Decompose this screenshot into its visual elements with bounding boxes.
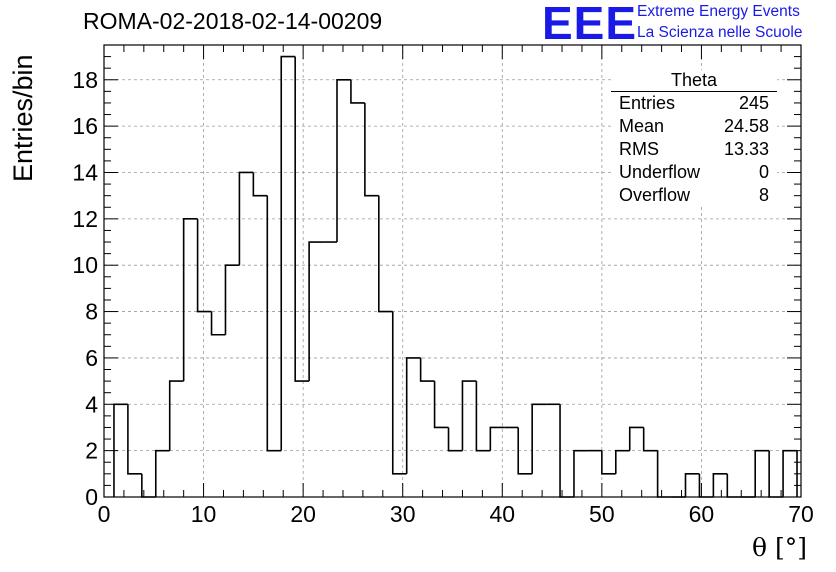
x-tick-label: 0 (98, 501, 111, 527)
histogram-bin (433, 381, 449, 429)
y-tick-label: 0 (85, 484, 98, 510)
x-tick-label: 50 (589, 501, 615, 527)
histogram-bin (127, 404, 142, 475)
histogram-bin (336, 78, 351, 243)
eee-logo-mark: EEE (542, 0, 638, 49)
stats-value: 8 (758, 185, 769, 205)
histogram-bin (266, 195, 282, 452)
histogram-bin (210, 311, 226, 336)
histogram-bin (601, 450, 616, 475)
histogram-bin (656, 450, 672, 498)
histogram-bin (391, 311, 407, 475)
histogram-bin (684, 473, 700, 497)
stats-label: RMS (619, 139, 659, 159)
stats-value: 24.58 (723, 116, 769, 136)
y-tick-label: 16 (72, 113, 98, 139)
x-tick-label: 60 (689, 501, 715, 527)
axis-tick-labels: 0 10 20 30 40 50 60 70 0 2 4 6 8 10 12 14 16 18 (72, 67, 813, 527)
stats-value: 0 (758, 162, 769, 182)
histogram-bin (350, 79, 365, 104)
logo-text-line1: Extreme Energy Events (637, 3, 800, 20)
histogram-bin (364, 102, 379, 197)
stats-row-mean: Mean 24.58 (611, 115, 777, 138)
histogram-bin (405, 357, 421, 474)
plot-frame (103, 44, 802, 498)
histogram-bin (517, 427, 533, 475)
histogram-bin (308, 241, 324, 382)
histogram-bin (475, 381, 491, 452)
histogram-bin (642, 427, 658, 452)
histogram-bin (168, 380, 184, 451)
histogram-bin (378, 195, 393, 313)
stats-row-rms: RMS 13.33 (611, 138, 777, 161)
histogram-bin (238, 171, 254, 266)
stats-value: 245 (738, 93, 769, 113)
y-axis-label: Entries/bin (8, 54, 38, 182)
y-tick-label: 12 (72, 206, 98, 232)
x-tick-label: 70 (788, 501, 814, 527)
histogram-bin (447, 427, 463, 452)
histogram-bin (461, 380, 477, 451)
x-tick-label: 40 (489, 501, 515, 527)
x-tick-label: 20 (290, 501, 316, 527)
y-tick-label: 4 (85, 391, 98, 417)
y-tick-label: 2 (85, 438, 98, 464)
x-tick-label: 10 (191, 501, 217, 527)
stats-box: Theta Entries 245 Mean 24.58 RMS 13.33 U… (611, 70, 777, 207)
y-tick-label: 8 (85, 299, 98, 325)
histogram-bin (726, 473, 742, 498)
stats-value: 13.33 (723, 139, 769, 159)
histogram-bin (154, 449, 170, 497)
histogram-bin (196, 218, 212, 313)
axis-ticks (103, 44, 802, 498)
y-tick-label: 6 (85, 345, 98, 371)
histogram-bin (252, 172, 268, 197)
histogram-bin (224, 264, 240, 335)
stats-label: Entries (619, 93, 676, 113)
stats-label: Underflow (619, 162, 701, 182)
histogram-bin (712, 473, 728, 497)
stats-label: Mean (619, 116, 665, 136)
stats-box-title: Theta (611, 70, 777, 92)
histogram-bin (294, 56, 310, 382)
histogram-bin (182, 218, 198, 382)
histogram-bin (419, 357, 435, 382)
stats-label: Overflow (619, 185, 691, 205)
logo-text-line2: La Scienza nelle Scuole (637, 24, 803, 41)
y-tick-label: 14 (72, 159, 98, 185)
histogram-bin (280, 55, 296, 451)
stats-row-entries: Entries 245 (611, 92, 777, 115)
histogram-bin (573, 449, 588, 497)
chart-title: ROMA-02-2018-02-14-00209 (83, 8, 383, 34)
histogram-bin (489, 426, 505, 451)
histogram-bin (531, 403, 547, 474)
stats-row-overflow: Overflow 8 (611, 184, 777, 207)
y-tick-label: 18 (72, 67, 98, 93)
x-axis-label: θ [°] (752, 533, 808, 562)
y-tick-label: 10 (72, 252, 98, 278)
stats-row-underflow: Underflow 0 (611, 161, 777, 184)
histogram-bin (754, 449, 770, 497)
x-tick-label: 30 (390, 501, 416, 527)
histogram-bin (614, 449, 630, 474)
histogram-bin (628, 426, 644, 451)
grid-lines (104, 45, 801, 497)
